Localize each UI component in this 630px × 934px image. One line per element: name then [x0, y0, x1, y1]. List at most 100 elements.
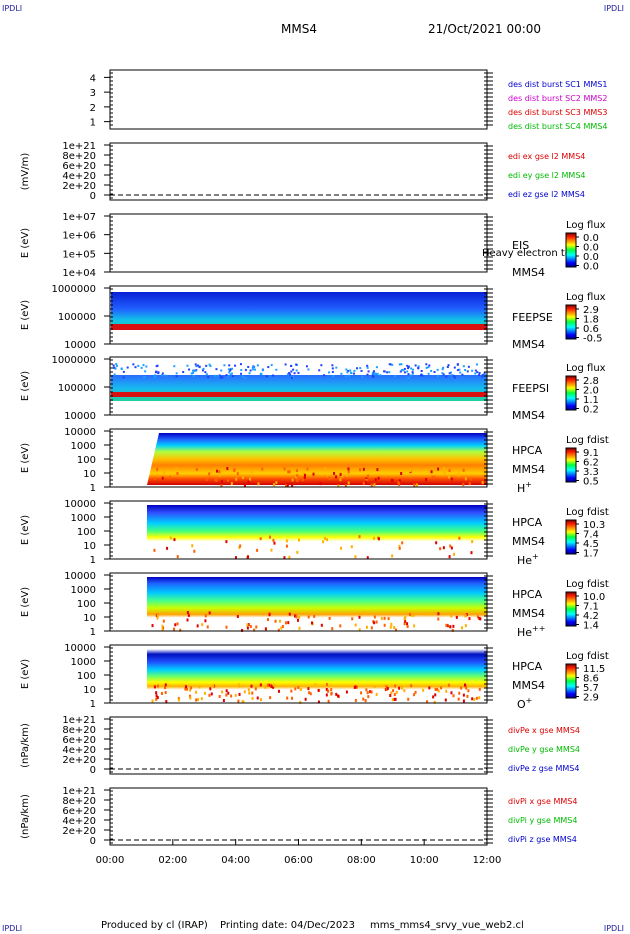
spectrogram-speckle — [312, 472, 315, 476]
spectrogram-speckle — [452, 374, 455, 377]
spectrogram-speckle — [445, 375, 448, 378]
spectrogram-speckle — [215, 478, 218, 482]
spectrogram-speckle — [462, 693, 465, 697]
spectrogram-speckle — [291, 483, 294, 487]
spectrogram-speckle — [196, 624, 199, 628]
spectrogram-speckle — [244, 368, 247, 371]
spectrogram-speckle — [273, 541, 276, 545]
y-tick-label: 2e+20 — [62, 755, 96, 766]
spectrogram-speckle — [189, 696, 192, 700]
spectrogram-speckle — [358, 628, 361, 632]
spectrogram-speckle — [353, 468, 356, 472]
spectrogram-speckle — [268, 613, 271, 617]
spectrogram-speckle — [241, 700, 244, 704]
y-tick-label: 10000 — [64, 499, 96, 510]
spectrogram-speckle — [256, 696, 259, 700]
spectrogram-speckle — [476, 371, 479, 374]
spectrogram-speckle — [247, 555, 250, 559]
spectrogram-speckle — [402, 369, 405, 372]
spectrogram-speckle — [290, 370, 293, 373]
spectrogram-speckle — [236, 615, 239, 619]
panel-frame — [109, 213, 488, 273]
spectrogram-speckle — [442, 373, 445, 376]
y-axis-label: (nPa/km) — [20, 794, 31, 839]
y-tick-label: 1e+05 — [62, 249, 96, 260]
spectrogram-speckle — [393, 693, 396, 697]
spectrogram-speckle — [478, 696, 481, 700]
spectrogram-speckle — [320, 623, 323, 627]
spectrogram-speckle — [353, 369, 356, 372]
spectrogram-speckle — [448, 372, 451, 375]
spectrogram-speckle — [466, 694, 469, 698]
spectrogram-speckle — [354, 685, 357, 689]
spectrogram-speckle — [461, 373, 464, 376]
spectrogram-speckle — [218, 374, 221, 377]
spectrogram-speckle — [219, 376, 222, 379]
spectrogram-speckle — [161, 476, 164, 480]
spectrogram-fill — [147, 505, 487, 557]
spectrogram-speckle — [251, 696, 254, 700]
spectrogram-speckle — [386, 686, 389, 690]
colorbar — [565, 519, 577, 555]
corner-label-top-right: IPDLI — [603, 4, 624, 13]
spectrogram-speckle — [151, 699, 154, 703]
spectrogram-speckle — [225, 540, 228, 544]
spectrogram-speckle — [156, 684, 159, 688]
spectrogram-speckle — [398, 544, 401, 548]
y-tick-label: 1000000 — [51, 284, 96, 295]
spectrogram-speckle — [478, 374, 481, 377]
y-tick-label: 1000 — [71, 585, 96, 596]
spectrogram-speckle — [364, 699, 367, 703]
spectrogram-speckle — [298, 626, 301, 630]
y-tick-label: 10 — [83, 541, 96, 552]
colorbar-tick-label: 0.5 — [583, 477, 599, 488]
spectrogram-speckle — [414, 690, 417, 694]
spectrogram-speckle — [403, 371, 406, 374]
spectrogram-speckle — [339, 624, 342, 628]
colorbar-title: Log fdist — [566, 435, 609, 446]
spectrogram-speckle — [351, 617, 354, 621]
spectrogram-speckle — [185, 685, 188, 689]
spectrogram-speckle — [113, 373, 116, 376]
spectrogram-speckle — [456, 369, 459, 372]
spectrogram-speckle — [399, 370, 402, 373]
y-axis-label: E (eV) — [20, 515, 31, 545]
spectrogram-fill — [147, 649, 487, 701]
spectrogram-speckle — [249, 369, 252, 372]
y-tick-label: 1e+21 — [62, 141, 96, 152]
spectrogram-speckle — [372, 371, 375, 374]
spectrogram-speckle — [247, 480, 250, 484]
corner-label-top-left: IPDLI — [2, 4, 23, 13]
summary-plot: 1 2 3 4 des dist burst SC1 MMS1 des dist burs… — [20, 69, 609, 866]
spectrogram-speckle — [120, 367, 123, 370]
spectrogram-speckle — [260, 698, 263, 702]
colorbar-title: Log flux — [566, 363, 606, 374]
spectrogram-speckle — [428, 686, 431, 690]
spectrogram-speckle — [449, 625, 452, 629]
panel-p5: 10000 100000 1000000 E (eV) FEEPSI MMS4 Log fl… — [20, 355, 606, 422]
spectrogram-speckle — [426, 700, 429, 704]
legend-entry: divPi x gse MMS4 — [508, 797, 577, 806]
spectrogram-speckle — [404, 616, 407, 620]
spectrogram-speckle — [290, 365, 293, 368]
spectrogram-speckle — [307, 615, 310, 619]
spectrogram-speckle — [264, 627, 267, 631]
spectrogram-speckle — [400, 472, 403, 476]
spectrogram-speckle — [425, 363, 428, 366]
spectrogram-speckle — [413, 693, 416, 697]
spectrogram-speckle — [209, 687, 212, 691]
spectrogram-speckle — [458, 536, 461, 540]
y-tick-label: 10000 — [64, 340, 96, 351]
spectrogram-speckle — [391, 698, 394, 702]
spectrogram-speckle — [285, 544, 288, 548]
spectrogram-speckle — [433, 371, 436, 374]
spectrogram-speckle — [403, 622, 406, 626]
spectrogram-speckle — [446, 365, 449, 368]
colorbar-tick-label: 7.4 — [583, 530, 599, 541]
y-tick-label: 4e+20 — [62, 816, 96, 827]
y-tick-label: 10000 — [64, 643, 96, 654]
spectrogram-speckle — [475, 363, 478, 366]
spectrogram-speckle — [169, 536, 172, 540]
spectrogram-speckle — [247, 688, 250, 692]
spectrogram-speckle — [375, 373, 378, 376]
